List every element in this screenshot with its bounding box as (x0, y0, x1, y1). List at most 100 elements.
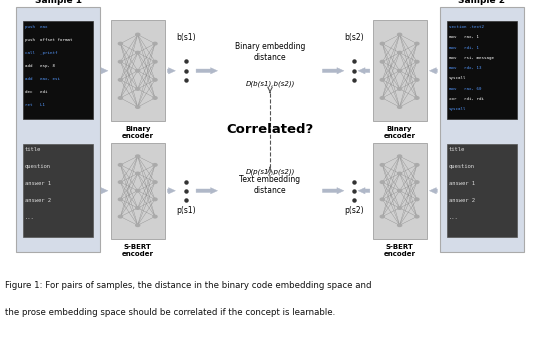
Circle shape (415, 79, 419, 81)
Circle shape (415, 61, 419, 63)
Circle shape (397, 155, 402, 157)
Circle shape (397, 33, 402, 36)
FancyBboxPatch shape (373, 143, 427, 239)
Text: syscall: syscall (449, 76, 466, 81)
Circle shape (153, 164, 157, 166)
Circle shape (118, 42, 123, 45)
Text: question: question (25, 164, 51, 169)
Circle shape (153, 215, 157, 218)
FancyBboxPatch shape (111, 20, 165, 121)
Circle shape (153, 42, 157, 45)
Text: syscall: syscall (449, 107, 466, 111)
Circle shape (415, 42, 419, 45)
Text: Text embedding
distance: Text embedding distance (239, 174, 301, 195)
Circle shape (153, 198, 157, 201)
Circle shape (136, 51, 140, 54)
Circle shape (397, 224, 402, 226)
Circle shape (397, 88, 402, 90)
Circle shape (153, 97, 157, 99)
Circle shape (380, 215, 384, 218)
Text: add   eax, esi: add eax, esi (25, 77, 60, 81)
Text: mov   rdx, 13: mov rdx, 13 (449, 66, 481, 70)
Text: answer 1: answer 1 (25, 181, 51, 186)
Text: ...: ... (449, 215, 458, 220)
Circle shape (136, 172, 140, 175)
Circle shape (380, 97, 384, 99)
Circle shape (136, 189, 140, 192)
Circle shape (397, 69, 402, 72)
Text: Binary embedding
distance: Binary embedding distance (235, 42, 305, 62)
Text: D(b(s1),b(s2)): D(b(s1),b(s2)) (245, 81, 295, 87)
Circle shape (118, 215, 123, 218)
Circle shape (118, 198, 123, 201)
Circle shape (397, 207, 402, 209)
Circle shape (415, 164, 419, 166)
Circle shape (380, 181, 384, 183)
Text: title: title (449, 147, 465, 152)
Circle shape (380, 164, 384, 166)
Text: Binary
encoder: Binary encoder (383, 126, 416, 139)
Text: mov   rdi, 1: mov rdi, 1 (449, 46, 479, 50)
Circle shape (136, 33, 140, 36)
Text: mov   rsi, message: mov rsi, message (449, 56, 494, 60)
FancyBboxPatch shape (23, 144, 93, 237)
Circle shape (136, 106, 140, 108)
Circle shape (380, 198, 384, 201)
Text: D(p(s1),p(s2)): D(p(s1),p(s2)) (245, 169, 295, 175)
Text: Correlated?: Correlated? (226, 123, 314, 136)
FancyBboxPatch shape (111, 143, 165, 239)
Circle shape (136, 207, 140, 209)
Text: S-BERT
encoder: S-BERT encoder (122, 244, 154, 257)
Circle shape (153, 61, 157, 63)
FancyBboxPatch shape (447, 21, 517, 119)
Circle shape (118, 164, 123, 166)
Circle shape (118, 79, 123, 81)
Text: S-BERT
encoder: S-BERT encoder (383, 244, 416, 257)
Text: p(s2): p(s2) (345, 206, 364, 215)
Circle shape (397, 51, 402, 54)
Text: Sample 2: Sample 2 (458, 0, 505, 5)
Text: mov   rax, 60: mov rax, 60 (449, 87, 481, 91)
Circle shape (380, 42, 384, 45)
FancyBboxPatch shape (440, 7, 524, 252)
Text: Sample 1: Sample 1 (35, 0, 82, 5)
Circle shape (415, 215, 419, 218)
Text: add   esp, 8: add esp, 8 (25, 64, 55, 68)
Text: p(s1): p(s1) (176, 206, 195, 215)
Text: answer 1: answer 1 (449, 181, 475, 186)
Text: push  eax: push eax (25, 25, 48, 29)
Circle shape (118, 181, 123, 183)
Circle shape (136, 88, 140, 90)
Circle shape (153, 79, 157, 81)
FancyBboxPatch shape (373, 20, 427, 121)
Text: b(s2): b(s2) (345, 33, 364, 42)
Circle shape (118, 61, 123, 63)
Circle shape (136, 155, 140, 157)
Circle shape (118, 97, 123, 99)
Text: answer 2: answer 2 (449, 198, 475, 203)
FancyBboxPatch shape (23, 21, 93, 119)
Circle shape (397, 189, 402, 192)
Text: title: title (25, 147, 41, 152)
Text: question: question (449, 164, 475, 169)
Circle shape (397, 172, 402, 175)
Text: mov   rax, 1: mov rax, 1 (449, 35, 479, 39)
Text: ret   L1: ret L1 (25, 103, 45, 107)
Circle shape (136, 69, 140, 72)
Text: ...: ... (25, 215, 35, 220)
Text: dec   edi: dec edi (25, 90, 48, 94)
Text: Binary
encoder: Binary encoder (122, 126, 154, 139)
Circle shape (415, 97, 419, 99)
Circle shape (380, 79, 384, 81)
Text: Figure 1: For pairs of samples, the distance in the binary code embedding space : Figure 1: For pairs of samples, the dist… (5, 280, 372, 289)
FancyBboxPatch shape (447, 144, 517, 237)
Circle shape (380, 61, 384, 63)
Text: call  _printf: call _printf (25, 51, 57, 55)
FancyBboxPatch shape (16, 7, 100, 252)
Text: the prose embedding space should be correlated if the concept is learnable.: the prose embedding space should be corr… (5, 308, 336, 317)
Circle shape (136, 224, 140, 226)
Text: xor   rdi, rdi: xor rdi, rdi (449, 97, 484, 101)
Circle shape (415, 198, 419, 201)
Circle shape (397, 106, 402, 108)
Text: section .text2: section .text2 (449, 25, 484, 29)
